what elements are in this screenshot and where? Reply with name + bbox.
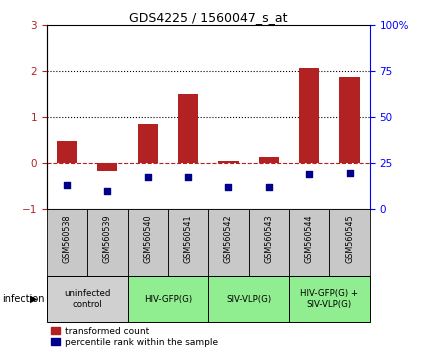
Point (144, 174, 151, 179)
Point (225, 184, 232, 190)
Text: SIV-VLP(G): SIV-VLP(G) (226, 295, 271, 304)
Text: ▶: ▶ (30, 294, 38, 304)
Text: GSM560543: GSM560543 (264, 214, 273, 263)
Text: GSM560541: GSM560541 (184, 214, 193, 263)
Bar (249, 209, 289, 276)
Bar (168, 209, 208, 276)
Bar (178, 94, 198, 163)
Point (346, 170, 353, 176)
Bar (128, 276, 208, 322)
Point (306, 172, 312, 177)
Text: HIV-GFP(G): HIV-GFP(G) (144, 295, 192, 304)
Bar (57, 141, 77, 163)
Bar (138, 124, 158, 163)
Bar (340, 77, 360, 163)
Bar (47, 276, 128, 322)
Bar (97, 163, 117, 171)
Bar (289, 276, 370, 322)
Point (63, 182, 70, 188)
Text: GSM560542: GSM560542 (224, 214, 233, 263)
Text: GSM560540: GSM560540 (143, 214, 152, 263)
Bar (218, 161, 238, 163)
Bar (128, 209, 168, 276)
Text: GSM560539: GSM560539 (103, 214, 112, 263)
Bar (259, 157, 279, 163)
Legend: transformed count, percentile rank within the sample: transformed count, percentile rank withi… (51, 327, 218, 347)
Text: HIV-GFP(G) +
SIV-VLP(G): HIV-GFP(G) + SIV-VLP(G) (300, 290, 358, 309)
Title: GDS4225 / 1560047_s_at: GDS4225 / 1560047_s_at (129, 11, 287, 24)
Point (184, 174, 191, 179)
Text: GSM560538: GSM560538 (62, 214, 71, 263)
Point (104, 189, 111, 194)
Bar (289, 209, 329, 276)
Point (265, 184, 272, 190)
Text: GSM560544: GSM560544 (305, 214, 314, 263)
Bar (329, 209, 370, 276)
Text: GSM560545: GSM560545 (345, 214, 354, 263)
Bar (47, 209, 87, 276)
Text: uninfected
control: uninfected control (64, 290, 110, 309)
Text: infection: infection (2, 294, 45, 304)
Bar (208, 209, 249, 276)
Bar (299, 69, 319, 163)
Bar (208, 276, 289, 322)
Bar (87, 209, 128, 276)
